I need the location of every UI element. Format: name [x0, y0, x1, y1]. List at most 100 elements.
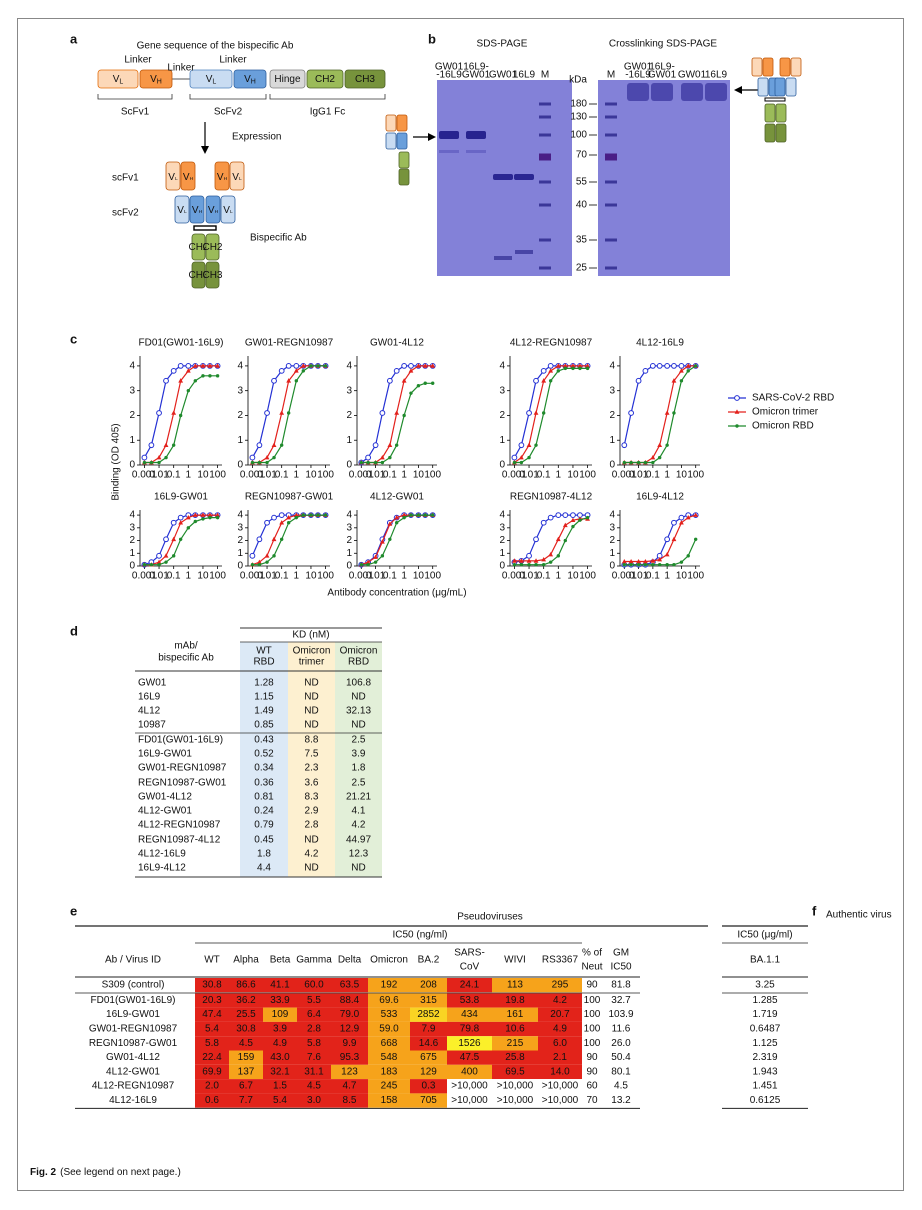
y-tick-label: 0: [346, 561, 352, 572]
ladder-band: [605, 153, 617, 161]
cell: 705: [420, 1095, 437, 1106]
x-tick-label: 1: [186, 571, 192, 582]
y-tick-label: 3: [609, 522, 615, 533]
data-point: [578, 518, 582, 522]
gene-segment: [269, 69, 306, 89]
data-point: [394, 515, 400, 520]
x-tick-label: 10: [413, 571, 425, 582]
heat-cell: [229, 1007, 263, 1022]
cell: 106.8: [346, 678, 371, 689]
cell: 100: [584, 995, 601, 1006]
data-point: [201, 517, 205, 521]
data-point: [621, 558, 627, 564]
column-header: GM: [613, 948, 629, 959]
curve: [144, 375, 218, 464]
x-tick-label: 0.1: [167, 571, 181, 582]
data-point: [735, 424, 739, 428]
curve: [514, 367, 588, 464]
x-tick-label: 10: [413, 470, 425, 481]
gel-band: [515, 250, 533, 254]
gene-segment: [344, 69, 386, 89]
data-point: [178, 537, 183, 541]
segment-main: V: [168, 172, 175, 183]
column-header: RBD: [253, 657, 274, 668]
cell: 90: [586, 1052, 598, 1063]
cell: 159: [238, 1052, 255, 1063]
cell: 0.6487: [750, 1024, 781, 1035]
data-point: [177, 514, 184, 521]
mini-domain: [385, 114, 397, 132]
cell: 36.2: [236, 995, 256, 1006]
cell: 245: [381, 1081, 398, 1092]
cell: 8.3: [305, 792, 319, 803]
column-header: % of: [582, 948, 602, 959]
data-point: [512, 563, 517, 567]
data-point: [664, 551, 670, 557]
heat-cell: [229, 1050, 263, 1065]
cell: 0.81: [254, 792, 274, 803]
cell: 44.97: [346, 835, 371, 846]
data-point: [408, 363, 414, 369]
segment-label: VH: [217, 172, 228, 183]
corner-header: Ab / Virus ID: [105, 955, 161, 966]
heat-cell: [297, 1050, 331, 1065]
heat-cell: [263, 978, 297, 993]
mini-domain: [757, 77, 769, 97]
cell: 2.1: [553, 1052, 567, 1063]
data-point: [163, 377, 169, 384]
cell: 20.7: [550, 1009, 570, 1020]
cell: 0.85: [254, 720, 274, 731]
segment-label: CH3: [202, 270, 222, 281]
heat-cell: [492, 1021, 538, 1037]
x-tick-label: 0.1: [646, 470, 660, 481]
y-tick-label: 2: [609, 535, 615, 546]
cell: >10,000: [451, 1095, 488, 1106]
heat-cell: [538, 1064, 582, 1080]
data-point: [526, 442, 532, 447]
data-point: [264, 454, 270, 460]
mini-domain: [396, 132, 408, 150]
data-point: [157, 563, 161, 567]
data-point: [402, 515, 406, 520]
chart-title: GW01-4L12: [370, 338, 424, 349]
cell: 69.6: [379, 995, 399, 1006]
column-header: BA.1.1: [750, 955, 780, 966]
heat-cell: [492, 1007, 538, 1022]
row-label: FD01(GW01-16L9): [90, 995, 175, 1006]
column-header: BA.2: [418, 955, 440, 966]
gel-band: [466, 150, 486, 153]
data-point: [622, 563, 626, 567]
heat-cell: [368, 1007, 410, 1022]
mini-domain: [396, 114, 408, 132]
data-point: [316, 364, 320, 368]
data-point: [301, 369, 306, 373]
data-point: [562, 363, 568, 368]
data-point: [679, 379, 684, 383]
caption-label: Fig. 2: [30, 1167, 57, 1178]
heat-cell: [195, 1079, 229, 1094]
cell: 80.1: [611, 1066, 631, 1077]
ladder-band: [539, 102, 551, 106]
cell: 2.8: [307, 1024, 321, 1035]
row-label: 10987: [138, 720, 166, 731]
heat-cell: [263, 1079, 297, 1094]
heat-cell: [447, 1007, 492, 1022]
heat-cell: [447, 993, 492, 1008]
data-point: [207, 512, 213, 517]
heat-cell: [297, 1021, 331, 1037]
cell: 25.8: [505, 1052, 525, 1063]
segment-label: CH2: [188, 242, 208, 253]
chart-title: 16L9-4L12: [636, 492, 684, 503]
cell: 7.7: [239, 1095, 253, 1106]
segment-sub: H: [251, 78, 256, 85]
gel-band: [705, 83, 727, 101]
data-point: [401, 378, 407, 383]
gel-band: [514, 174, 534, 180]
data-point: [394, 410, 400, 415]
data-point: [286, 515, 292, 520]
heat-cell: [538, 1050, 582, 1065]
mini-domain: [751, 57, 763, 77]
cell: 47.5: [460, 1052, 480, 1063]
data-point: [264, 410, 270, 416]
